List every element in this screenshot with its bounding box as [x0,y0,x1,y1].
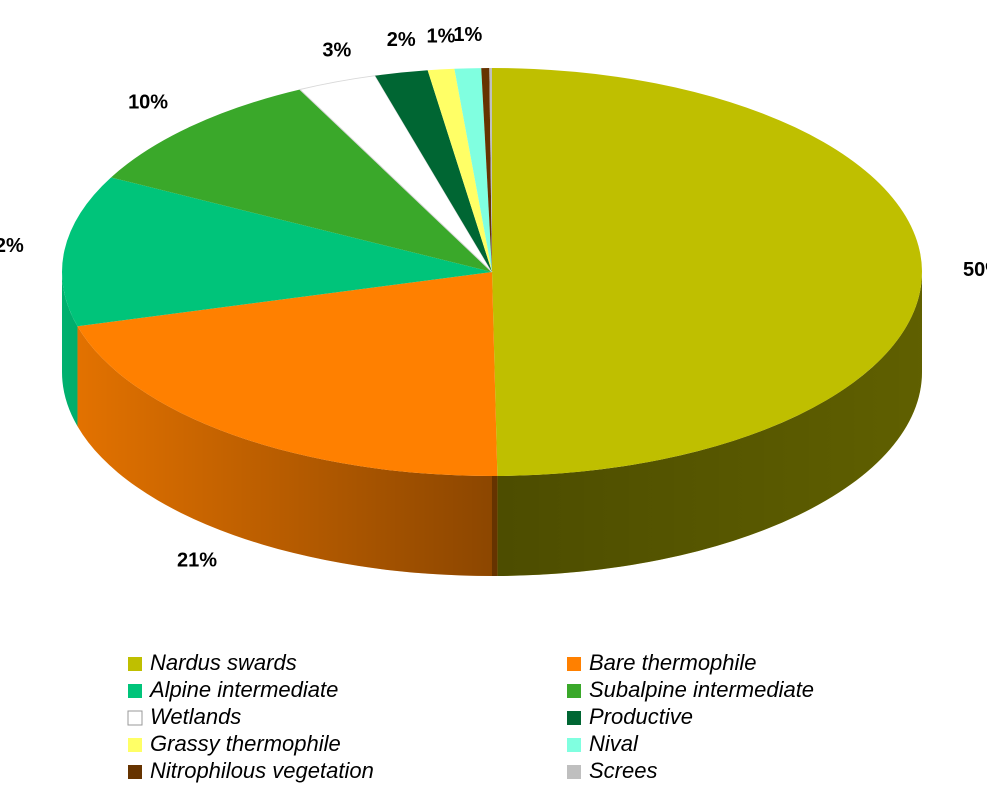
pie-slice [492,68,922,476]
legend-swatch [567,711,581,725]
side-shade [62,272,78,427]
data-label: 1% [453,24,482,46]
legend-swatch [567,657,581,671]
legend-swatch [567,684,581,698]
pie-slice [375,70,492,273]
data-label: 21% [177,549,217,571]
side-shade [77,326,498,576]
legend-swatch [128,738,142,752]
legend-label: Bare thermophile [589,650,757,675]
pie-slice [454,68,492,273]
data-label: 10% [128,91,168,113]
legend-swatch [567,765,581,779]
legend-label: Subalpine intermediate [589,677,814,702]
data-label: 2% [387,29,416,51]
pie-slice [62,177,492,327]
legend-label: Wetlands [150,704,241,729]
pie-slice [77,272,498,476]
legend-swatch [567,738,581,752]
legend-label: Alpine intermediate [148,677,338,702]
legend-swatch [128,684,142,698]
legend-label: Grassy thermophile [150,731,341,756]
side-shade [497,272,922,576]
legend-label: Screes [589,758,657,783]
pie-slice [427,68,492,273]
legend-label: Nival [589,731,639,756]
legend-label: Nitrophilous vegetation [150,758,374,783]
data-label: 12% [0,235,24,257]
legend-swatch [127,710,143,726]
pie-slice [110,89,493,273]
legend-swatch [128,765,142,779]
legend-label: Nardus swards [150,650,297,675]
data-label: 50% [963,259,987,281]
pie-slice [481,68,492,272]
data-label: 3% [322,40,351,62]
pie-slice [298,75,493,273]
pie-slice [489,68,492,272]
legend-swatch [128,657,142,671]
data-label: 1% [427,25,456,47]
legend-label: Productive [589,704,693,729]
